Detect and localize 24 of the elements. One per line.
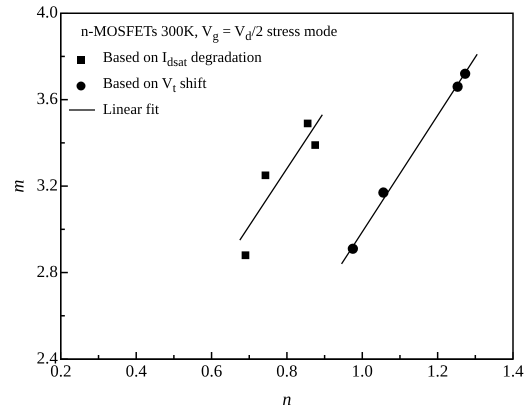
x-tick-label: 0.6 xyxy=(200,362,222,381)
point xyxy=(348,244,358,254)
x-tick-label: 0.8 xyxy=(276,362,298,381)
legend-label: Based on I$_{dsat}$ degradation xyxy=(102,49,262,72)
point xyxy=(262,171,270,180)
legend-title: n-MOSFETs 300K, V$_{g}$ = V$_{d}$/2 stress mode xyxy=(80,23,338,46)
x-tick-label: 1.4 xyxy=(502,362,524,381)
y-tick-label: 4.0 xyxy=(36,2,58,22)
y-axis-title: m xyxy=(8,180,28,193)
y-tick-label: 3.2 xyxy=(36,176,58,195)
y-tick-label: 3.6 xyxy=(36,89,58,108)
legend-label: Linear fit xyxy=(102,101,160,120)
x-tick-label: 1.2 xyxy=(427,362,448,381)
point xyxy=(452,82,463,92)
y-tick-label: 2.8 xyxy=(36,262,58,282)
legend-label: Based on V$_{t}$ shift xyxy=(102,75,206,98)
point xyxy=(304,120,312,128)
point xyxy=(242,251,250,260)
point xyxy=(460,68,470,79)
point xyxy=(378,187,389,198)
x-axis-title: n xyxy=(282,388,292,409)
x-tick-label: 0.4 xyxy=(126,362,148,381)
x-tick-label: 1.0 xyxy=(352,362,373,381)
point xyxy=(311,141,320,149)
